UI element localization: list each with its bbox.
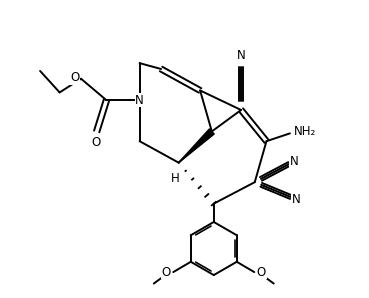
Text: O: O — [91, 136, 100, 149]
Text: O: O — [256, 266, 266, 279]
Text: N: N — [135, 94, 144, 107]
Text: NH₂: NH₂ — [294, 125, 317, 138]
Text: H: H — [171, 173, 180, 185]
Text: O: O — [162, 266, 171, 279]
Polygon shape — [179, 129, 214, 163]
Text: N: N — [237, 49, 245, 62]
Text: N: N — [292, 193, 301, 206]
Text: N: N — [290, 155, 299, 168]
Text: O: O — [70, 71, 79, 84]
